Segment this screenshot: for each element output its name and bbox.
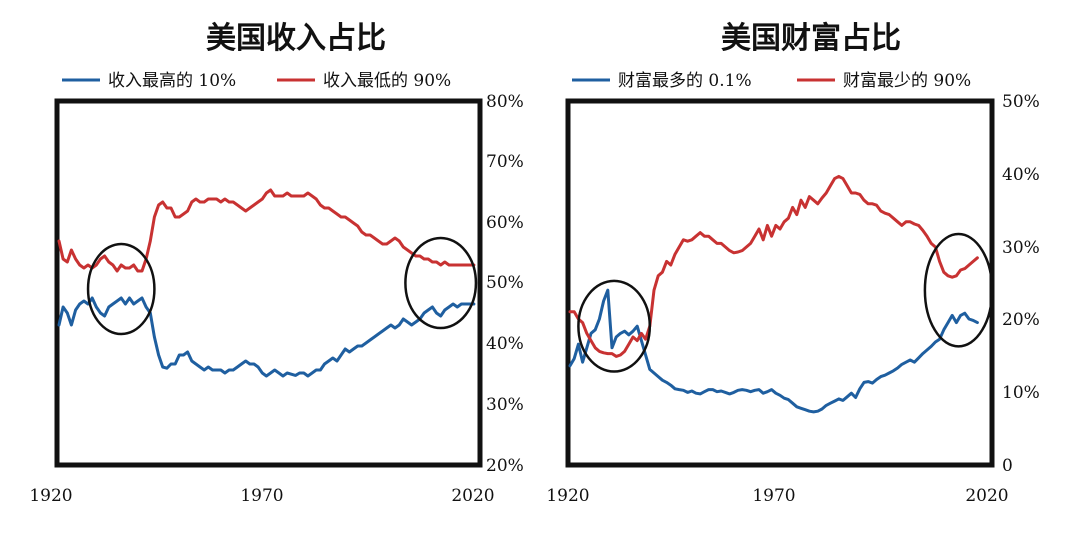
income-highlight-circle-0 [86, 242, 156, 336]
income-y-tick: 60% [486, 213, 524, 233]
wealth-y-tick: 50% [1002, 92, 1040, 112]
legend-label-bottom90-income: 收入最低的 90% [323, 71, 451, 91]
income-x-axis: 1920 1970 2020 [29, 486, 494, 506]
income-highlights [86, 236, 478, 336]
income-plot-frame [54, 98, 483, 468]
income-x-tick: 1920 [29, 486, 72, 506]
legend-label-top10-income: 收入最高的 10% [108, 71, 236, 91]
income-y-tick: 80% [486, 92, 524, 112]
income-legend: 收入最高的 10% 收入最低的 90% [62, 71, 451, 91]
wealth-y-tick: 10% [1002, 383, 1040, 403]
income-x-tick: 2020 [451, 486, 494, 506]
wealth-x-tick: 2020 [965, 486, 1008, 506]
income-y-tick: 70% [486, 152, 524, 172]
wealth-y-tick: 20% [1002, 310, 1040, 330]
income-x-tick: 1970 [240, 486, 283, 506]
wealth-series-line-1 [568, 174, 979, 358]
wealth-highlight-circle-1 [923, 232, 994, 348]
income-share-chart: 美国收入占比 收入最高的 10% 收入最低的 90% 20% 30% 40% 5… [29, 21, 523, 506]
income-y-tick: 50% [486, 273, 524, 293]
wealth-highlight-circle-0 [577, 279, 652, 373]
income-series-line-1 [57, 188, 476, 273]
wealth-chart-title: 美国财富占比 [721, 21, 901, 56]
income-y-tick: 30% [486, 395, 524, 415]
wealth-y-tick: 30% [1002, 238, 1040, 258]
income-y-tick: 40% [486, 334, 524, 354]
wealth-series [568, 174, 979, 414]
wealth-x-tick: 1970 [752, 486, 795, 506]
legend-label-top01-wealth: 财富最多的 0.1% [618, 71, 752, 91]
wealth-series-line-0 [568, 288, 979, 414]
income-y-tick: 20% [486, 456, 524, 476]
wealth-y-tick: 0 [1002, 456, 1013, 476]
wealth-x-tick: 1920 [546, 486, 589, 506]
income-chart-title: 美国收入占比 [206, 21, 386, 56]
wealth-y-tick: 40% [1002, 165, 1040, 185]
wealth-plot-frame [565, 98, 995, 468]
wealth-x-axis: 1920 1970 2020 [546, 486, 1008, 506]
legend-label-bottom90-wealth: 财富最少的 90% [843, 71, 971, 91]
income-series-line-0 [57, 296, 476, 378]
wealth-share-chart: 美国财富占比 财富最多的 0.1% 财富最少的 90% 0 10% 20% 30… [546, 21, 1039, 506]
income-series [57, 188, 476, 378]
income-highlight-circle-1 [404, 236, 478, 330]
wealth-highlights [577, 232, 994, 373]
income-y-axis: 20% 30% 40% 50% 60% 70% 80% [486, 92, 524, 476]
wealth-y-axis: 0 10% 20% 30% 40% 50% [1002, 92, 1040, 476]
wealth-legend: 财富最多的 0.1% 财富最少的 90% [572, 71, 971, 91]
